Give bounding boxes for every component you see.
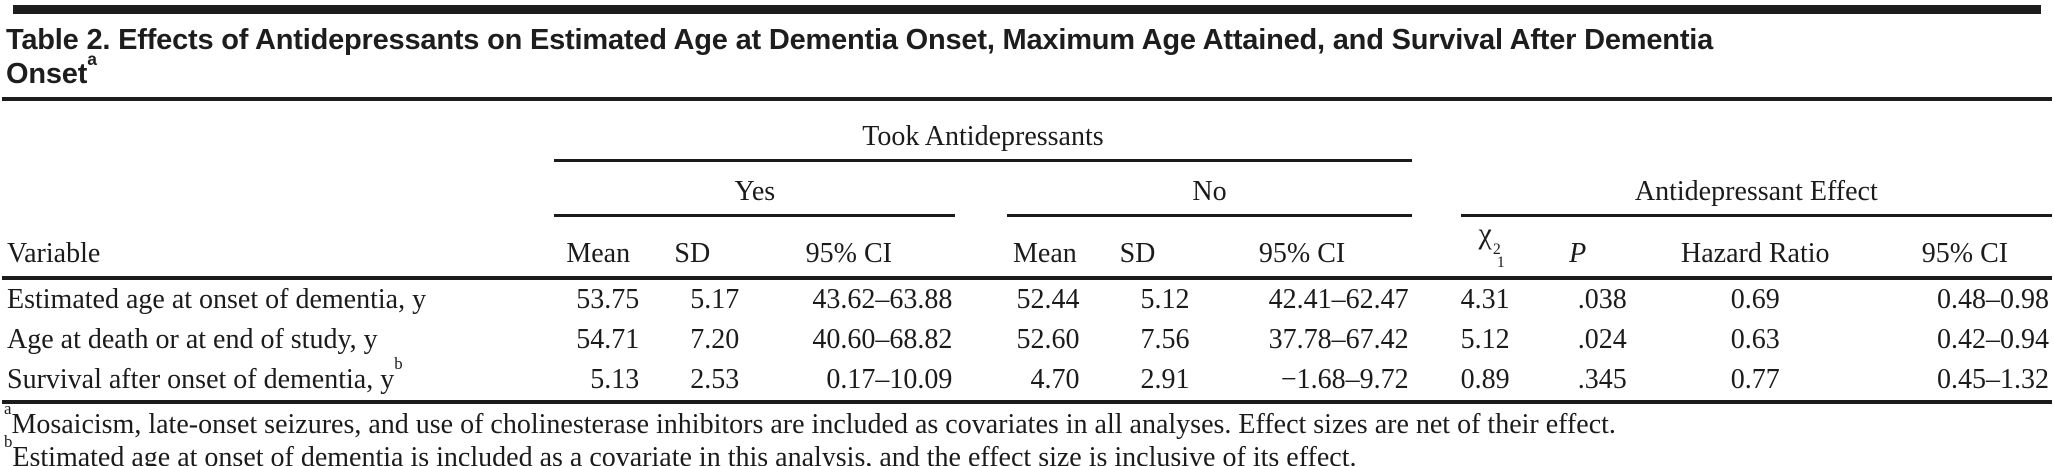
row-label-sup: b (394, 354, 403, 374)
col-header-no-mean: Mean (1007, 215, 1083, 280)
col-header-yes-sd: SD (642, 215, 743, 280)
cell-no-sd: 2.91 (1082, 359, 1193, 404)
col-group-yes: Yes (554, 160, 956, 217)
cell-effect-ci: 0.45–1.32 (1877, 359, 2052, 404)
footnote-a: aMosaicism, late-onset seizures, and use… (4, 400, 2054, 441)
footnote-b-text: Estimated age at onset of dementia is in… (12, 441, 1357, 466)
cell-yes-sd: 5.17 (690, 283, 740, 315)
cell-no-sd: 5.12 (1140, 283, 1190, 315)
cell-no-ci: 37.78–67.42 (1268, 323, 1409, 355)
header-row-columns: Variable Mean SD 95% CI Mean SD 95% CI χ… (2, 215, 2052, 280)
cell-chi-square: 4.31 (1460, 283, 1510, 315)
table-title-line1: Table 2. Effects of Antidepressants on E… (6, 24, 1714, 56)
footnote-a-marker: a (4, 399, 12, 419)
cell-no-mean: 52.44 (1016, 283, 1080, 315)
cell-no-ci: 42.41–62.47 (1268, 283, 1409, 315)
cell-p-value: .024 (1577, 323, 1627, 355)
top-rule (13, 5, 2041, 14)
table-row: Survival after onset of dementia, yb 5.1… (2, 355, 2052, 404)
cell-effect-ci: 0.42–0.94 (1937, 323, 2049, 355)
table-row: Estimated age at onset of dementia, y 53… (2, 278, 2052, 320)
cell-yes-mean: 5.13 (554, 359, 643, 404)
cell-chi-square: 0.89 (1460, 359, 1523, 404)
footnote-b-marker: b (4, 432, 13, 452)
footnote-a-text: Mosaicism, late-onset seizures, and use … (11, 408, 1616, 440)
table-body: Estimated age at onset of dementia, y 53… (2, 278, 2052, 404)
cell-yes-mean: 53.75 (576, 283, 640, 315)
table-title: Table 2. Effects of Antidepressants on E… (6, 23, 2046, 91)
cell-yes-ci: 43.62–63.88 (812, 283, 953, 315)
header-row-groups: Yes No Antidepressant Effect (2, 160, 2052, 217)
cell-hazard-ratio: 0.77 (1632, 359, 1878, 404)
results-table: Took Antidepressants Yes No Antidepressa… (2, 101, 2052, 404)
cell-p-value: .038 (1577, 283, 1627, 315)
col-group-took-antidepressants: Took Antidepressants (554, 101, 1412, 162)
cell-no-ci: −1.68–9.72 (1192, 359, 1412, 404)
col-header-no-sd: SD (1082, 215, 1193, 280)
footnote-b: bEstimated age at onset of dementia is i… (4, 433, 2054, 466)
cell-yes-ci: 40.60–68.82 (812, 323, 953, 355)
cell-yes-ci: 0.17–10.09 (742, 359, 956, 404)
row-label: Age at death or at end of study, y (7, 323, 378, 355)
col-header-variable: Variable (2, 215, 555, 280)
table-title-line2-text: Onset (6, 58, 88, 90)
col-group-antidepressant-effect: Antidepressant Effect (1460, 160, 2052, 217)
table-row: Age at death or at end of study, y 54.71… (2, 320, 2052, 360)
table-header: Took Antidepressants Yes No Antidepressa… (2, 101, 2052, 280)
chi-symbol: χ (1478, 217, 1492, 250)
cell-hazard-ratio: 0.63 (1730, 323, 1780, 355)
cell-effect-ci: 0.48–0.98 (1937, 283, 2049, 315)
cell-p-value: .345 (1522, 359, 1633, 404)
col-header-yes-mean: Mean (554, 215, 643, 280)
row-label: Estimated age at onset of dementia, y (7, 283, 427, 315)
col-header-p-value: P (1522, 215, 1633, 280)
cell-yes-sd: 7.20 (690, 323, 740, 355)
col-group-no: No (1007, 160, 1412, 217)
col-header-yes-ci: 95% CI (742, 215, 956, 280)
col-header-hazard-ratio: Hazard Ratio (1632, 215, 1878, 280)
cell-hazard-ratio: 0.69 (1730, 283, 1780, 315)
cell-no-sd: 7.56 (1140, 323, 1190, 355)
cell-yes-sd: 2.53 (642, 359, 743, 404)
cell-no-mean: 4.70 (1007, 359, 1083, 404)
row-label: Survival after onset of dementia, y (7, 363, 395, 395)
col-header-no-ci: 95% CI (1192, 215, 1412, 280)
col-header-effect-ci: 95% CI (1877, 215, 2052, 280)
cell-chi-square: 5.12 (1460, 323, 1510, 355)
title-footnote-marker: a (87, 48, 97, 69)
title-divider-rule (2, 97, 2052, 101)
footnotes: aMosaicism, late-onset seizures, and use… (4, 400, 2054, 466)
header-row-took: Took Antidepressants (2, 101, 2052, 162)
cell-no-mean: 52.60 (1016, 323, 1080, 355)
table-title-line2: Onseta (6, 50, 2046, 91)
cell-yes-mean: 54.71 (576, 323, 640, 355)
